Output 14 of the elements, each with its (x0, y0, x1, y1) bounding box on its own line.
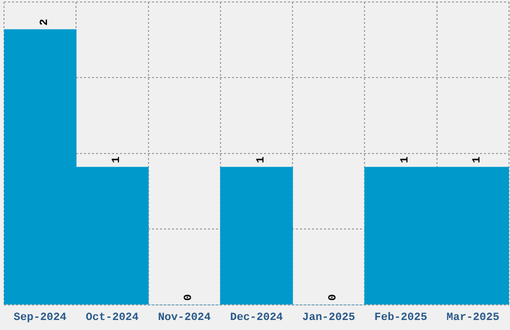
x-tick-label: Dec-2024 (230, 312, 284, 324)
data-label: 0 (183, 294, 196, 301)
data-label: 2 (38, 18, 51, 26)
data-label: 1 (400, 156, 412, 164)
data-label: 1 (110, 156, 123, 164)
x-tick-label: Sep-2024 (14, 312, 67, 324)
x-tick-label: Mar-2025 (446, 312, 500, 324)
x-tick-label: Feb-2025 (374, 312, 428, 324)
data-label: 1 (472, 156, 484, 164)
data-label: 1 (255, 156, 268, 164)
x-tick-label: Oct-2024 (86, 312, 140, 324)
data-label: 0 (327, 294, 340, 301)
x-tick-label: Nov-2024 (158, 312, 212, 324)
x-tick-label: Jan-2025 (302, 312, 356, 324)
